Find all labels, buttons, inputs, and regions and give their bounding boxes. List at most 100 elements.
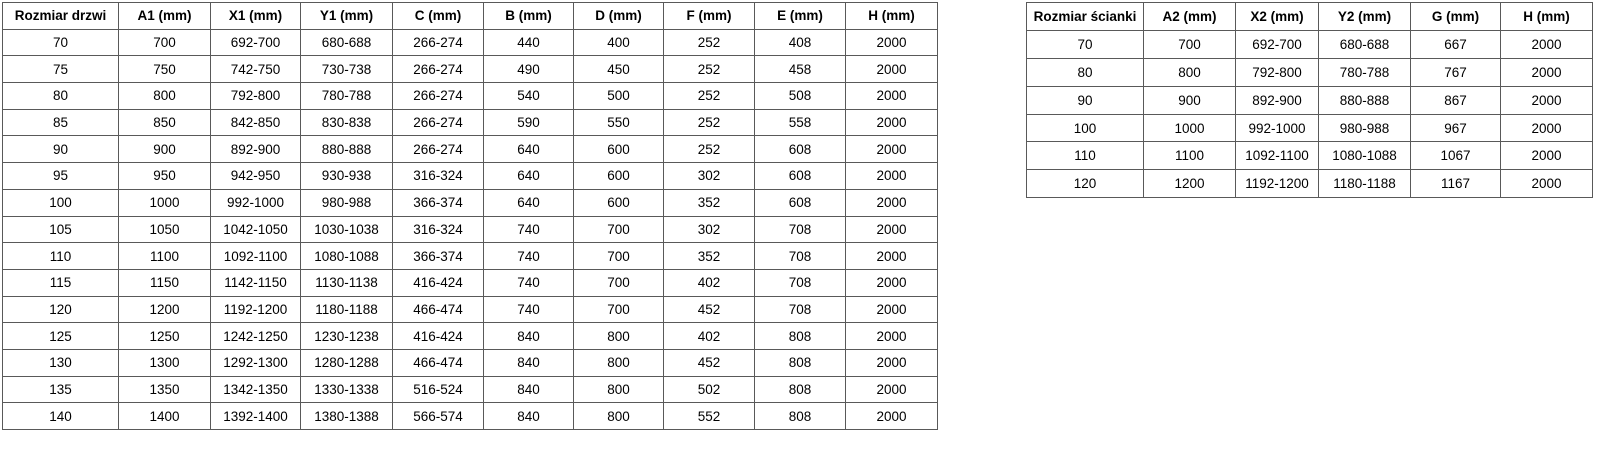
table-row: 70 700 692-700 680-688 667 2000 bbox=[1026, 29, 1593, 59]
table-cell: 700 bbox=[1143, 29, 1236, 59]
wall-size-table: Rozmiar ścianki A2 (mm) X2 (mm) Y2 (mm) G (m… bbox=[1026, 2, 1593, 199]
table-cell: 1030-1038 bbox=[300, 215, 393, 244]
table-cell: 1100 bbox=[1143, 141, 1236, 171]
table-cell: 900 bbox=[118, 135, 211, 164]
table-row: 140 1400 1392-1400 1380-1388 566-574 840 800 55… bbox=[2, 402, 938, 430]
table-cell: 740 bbox=[483, 268, 574, 297]
table-cell: 90 bbox=[2, 135, 119, 164]
table-cell: 600 bbox=[573, 135, 664, 164]
table-cell: 742-750 bbox=[210, 55, 301, 84]
table-cell: 120 bbox=[2, 295, 119, 324]
table-cell: 608 bbox=[754, 188, 846, 217]
table-cell: 692-700 bbox=[1235, 29, 1319, 59]
table-cell: 452 bbox=[663, 295, 755, 324]
table-cell: 316-324 bbox=[392, 162, 484, 190]
column-header: H (mm) bbox=[1500, 2, 1593, 31]
table-cell: 2000 bbox=[845, 402, 938, 430]
table-cell: 2000 bbox=[845, 268, 938, 297]
table-row: 80 800 792-800 780-788 266-274 540 500 252 508 20… bbox=[2, 82, 938, 110]
table-cell: 800 bbox=[573, 402, 664, 430]
table-cell: 1192-1200 bbox=[1235, 169, 1319, 199]
column-header: B (mm) bbox=[483, 2, 574, 30]
table-cell: 840 bbox=[483, 402, 574, 430]
table-cell: 708 bbox=[754, 295, 846, 324]
table-cell: 1080-1088 bbox=[300, 242, 393, 270]
table-cell: 75 bbox=[2, 55, 119, 84]
table-cell: 466-474 bbox=[392, 295, 484, 324]
table-cell: 2000 bbox=[845, 215, 938, 244]
table-cell: 700 bbox=[118, 28, 211, 57]
table-cell: 70 bbox=[1026, 29, 1144, 59]
table-cell: 1042-1050 bbox=[210, 215, 301, 244]
table-row: 110 1100 1092-1100 1080-1088 366-374 740 700 35… bbox=[2, 242, 938, 270]
table-cell: 1180-1188 bbox=[1318, 169, 1411, 199]
table-cell: 2000 bbox=[845, 188, 938, 217]
table-cell: 590 bbox=[483, 108, 574, 137]
table-cell: 125 bbox=[2, 322, 119, 350]
table-cell: 140 bbox=[2, 402, 119, 430]
table-cell: 608 bbox=[754, 162, 846, 190]
table-cell: 892-900 bbox=[210, 135, 301, 164]
table-cell: 516-524 bbox=[392, 375, 484, 404]
table-cell: 1242-1250 bbox=[210, 322, 301, 350]
table-cell: 105 bbox=[2, 215, 119, 244]
table-cell: 1292-1300 bbox=[210, 348, 301, 377]
table-cell: 416-424 bbox=[392, 322, 484, 350]
table-cell: 2000 bbox=[1500, 29, 1593, 59]
column-header: X2 (mm) bbox=[1235, 2, 1319, 31]
table-cell: 700 bbox=[573, 268, 664, 297]
table-cell: 120 bbox=[1026, 169, 1144, 199]
table-row: 100 1000 992-1000 980-988 366-374 640 600 352 60… bbox=[2, 188, 938, 217]
table-cell: 800 bbox=[1143, 57, 1236, 87]
column-header: Rozmiar drzwi bbox=[2, 2, 119, 30]
table-cell: 416-424 bbox=[392, 268, 484, 297]
table-cell: 402 bbox=[663, 268, 755, 297]
table-cell: 135 bbox=[2, 375, 119, 404]
table-cell: 550 bbox=[573, 108, 664, 137]
table-cell: 1092-1100 bbox=[1235, 141, 1319, 171]
table-cell: 1342-1350 bbox=[210, 375, 301, 404]
column-header: D (mm) bbox=[573, 2, 664, 30]
table-cell: 2000 bbox=[1500, 57, 1593, 87]
table-row: 120 1200 1192-1200 1180-1188 1167 2000 bbox=[1026, 169, 1593, 199]
table-cell: 2000 bbox=[1500, 85, 1593, 115]
table-row: 75 750 742-750 730-738 266-274 490 450 252 458 20… bbox=[2, 55, 938, 84]
column-header: Rozmiar ścianki bbox=[1026, 2, 1144, 31]
column-header: A2 (mm) bbox=[1143, 2, 1236, 31]
table-cell: 600 bbox=[573, 162, 664, 190]
column-header: F (mm) bbox=[663, 2, 755, 30]
table-cell: 458 bbox=[754, 55, 846, 84]
table-cell: 316-324 bbox=[392, 215, 484, 244]
table-cell: 840 bbox=[483, 348, 574, 377]
table-cell: 252 bbox=[663, 135, 755, 164]
table-row: 90 900 892-900 880-888 266-274 640 600 252 608 20… bbox=[2, 135, 938, 164]
table-cell: 700 bbox=[573, 215, 664, 244]
table-cell: 2000 bbox=[845, 135, 938, 164]
table-cell: 850 bbox=[118, 108, 211, 137]
table-cell: 840 bbox=[483, 322, 574, 350]
table-cell: 2000 bbox=[1500, 113, 1593, 143]
table-cell: 1000 bbox=[118, 188, 211, 217]
table-cell: 1150 bbox=[118, 268, 211, 297]
table-cell: 1280-1288 bbox=[300, 348, 393, 377]
table-cell: 780-788 bbox=[300, 82, 393, 110]
table-cell: 252 bbox=[663, 28, 755, 57]
table-cell: 880-888 bbox=[300, 135, 393, 164]
table-cell: 252 bbox=[663, 82, 755, 110]
table-cell: 2000 bbox=[845, 82, 938, 110]
table-cell: 708 bbox=[754, 242, 846, 270]
table-cell: 730-738 bbox=[300, 55, 393, 84]
table-cell: 800 bbox=[573, 348, 664, 377]
table-cell: 352 bbox=[663, 242, 755, 270]
table-cell: 302 bbox=[663, 215, 755, 244]
table-cell: 1380-1388 bbox=[300, 402, 393, 430]
table-cell: 1200 bbox=[1143, 169, 1236, 199]
table-cell: 608 bbox=[754, 135, 846, 164]
table-cell: 800 bbox=[573, 322, 664, 350]
table-cell: 708 bbox=[754, 215, 846, 244]
table-cell: 808 bbox=[754, 375, 846, 404]
table-cell: 1400 bbox=[118, 402, 211, 430]
door-size-table: Rozmiar drzwi A1 (mm) X1 (mm) Y1 (mm) C (mm)… bbox=[2, 2, 938, 430]
table-cell: 1092-1100 bbox=[210, 242, 301, 270]
table-cell: 980-988 bbox=[1318, 113, 1411, 143]
